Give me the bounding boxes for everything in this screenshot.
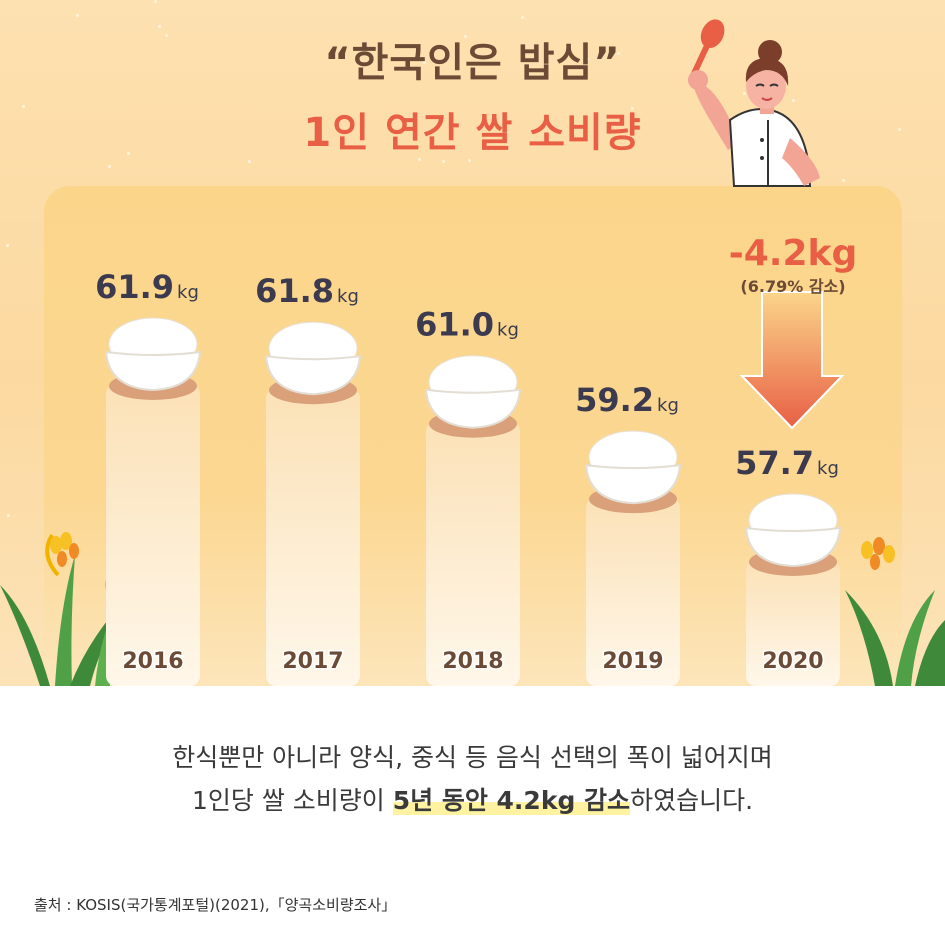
rice-bowl [424, 388, 522, 429]
caption-line-1: 한식뿐만 아니라 양식, 중식 등 음식 선택의 폭이 넓어지며 [172, 743, 773, 772]
background-speck [423, 61, 426, 64]
background-speck [22, 105, 25, 108]
year-label: 2017 [282, 649, 343, 674]
background-speck [617, 52, 620, 55]
bar [586, 497, 680, 686]
chart-title: 1인 연간 쌀 소비량 [303, 110, 642, 156]
rice-bowl [104, 350, 202, 392]
bar [266, 388, 360, 686]
background-speck [743, 92, 746, 95]
rice-consumption-chart: 61.9 kg 2016 61.8 kg 2017 61.0 kg 2018 59.2 kg 2019… [95, 233, 857, 686]
woman-with-spoon-illustration [688, 19, 820, 187]
source-note: 출처 : KOSIS(국가통계포털)(2021),「양곡소비량조사」 [34, 896, 397, 914]
background-speck [898, 128, 901, 131]
background-speck [418, 158, 421, 161]
caption-highlight: 5년 동안 4.2kg 감소 [392, 786, 631, 815]
value-label: 59.2 kg [575, 381, 679, 419]
background-speck [154, 0, 157, 3]
background-speck [442, 160, 445, 163]
background-speck [468, 159, 471, 162]
background-speck [379, 74, 382, 77]
change-label: -4.2kg [729, 233, 857, 274]
background-speck [586, 58, 589, 61]
bar [746, 560, 840, 686]
year-label: 2018 [442, 649, 503, 674]
background-speck [521, 16, 524, 19]
title-quote: “한국인은 밥심” [324, 40, 621, 86]
value-label: 61.0 kg [415, 306, 519, 344]
background-speck [6, 244, 9, 247]
background-speck [76, 14, 79, 17]
change-detail: (6.79% 감소) [740, 277, 845, 296]
background-speck [248, 160, 251, 163]
hero-section: “한국인은 밥심” 1인 연간 쌀 소비량 [0, 0, 945, 686]
year-label: 2016 [122, 649, 183, 674]
rice-bowl [744, 526, 842, 568]
year-label: 2020 [762, 649, 823, 674]
background-speck [631, 107, 634, 110]
year-label: 2019 [602, 649, 663, 674]
background-speck [792, 99, 795, 102]
background-speck [108, 165, 111, 168]
background-speck [464, 35, 467, 38]
bar [106, 384, 200, 686]
value-label: 61.8 kg [255, 272, 359, 310]
background-speck [158, 25, 161, 28]
caption-line-2: 1인당 쌀 소비량이 5년 동안 4.2kg 감소하였습니다. [0, 779, 945, 822]
rice-bowl [264, 355, 362, 396]
background-speck [7, 514, 10, 517]
bar [426, 421, 520, 686]
caption-line-2-start: 1인당 쌀 소비량이 [191, 786, 393, 815]
background-speck [127, 152, 130, 155]
background-speck [842, 179, 845, 182]
value-label: 61.9 kg [95, 268, 199, 306]
rice-bowl [584, 463, 682, 505]
decrease-arrow [739, 291, 845, 430]
caption-line-2-end: 하였습니다. [630, 786, 754, 815]
rice-plant-right-illustration [845, 537, 945, 686]
value-label: 57.7 kg [735, 444, 839, 482]
background-speck [165, 34, 168, 37]
caption: 한식뿐만 아니라 양식, 중식 등 음식 선택의 폭이 넓어지며 1인당 쌀 소… [0, 736, 945, 822]
